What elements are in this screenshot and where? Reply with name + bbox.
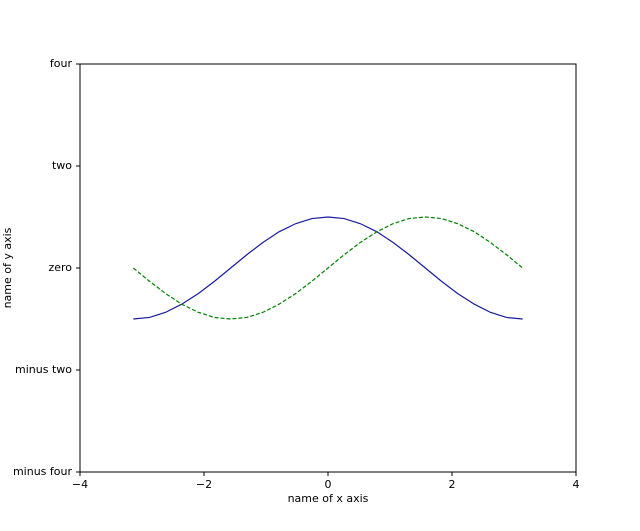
y-tick-label: two (52, 159, 72, 172)
x-tick-label: 4 (573, 478, 580, 491)
x-axis-label: name of x axis (288, 492, 369, 505)
y-axis-label: name of y axis (1, 227, 14, 308)
y-tick-label: zero (48, 261, 72, 274)
line-series (133, 216, 523, 320)
y-tick-label: four (50, 57, 73, 70)
line-series (132, 216, 524, 320)
y-tick-label: minus four (13, 465, 73, 478)
x-tick-label: 2 (449, 478, 456, 491)
x-tick-label: −4 (72, 478, 88, 491)
y-tick-label: minus two (15, 363, 72, 376)
x-tick-label: 0 (325, 478, 332, 491)
x-tick-label: −2 (196, 478, 212, 491)
